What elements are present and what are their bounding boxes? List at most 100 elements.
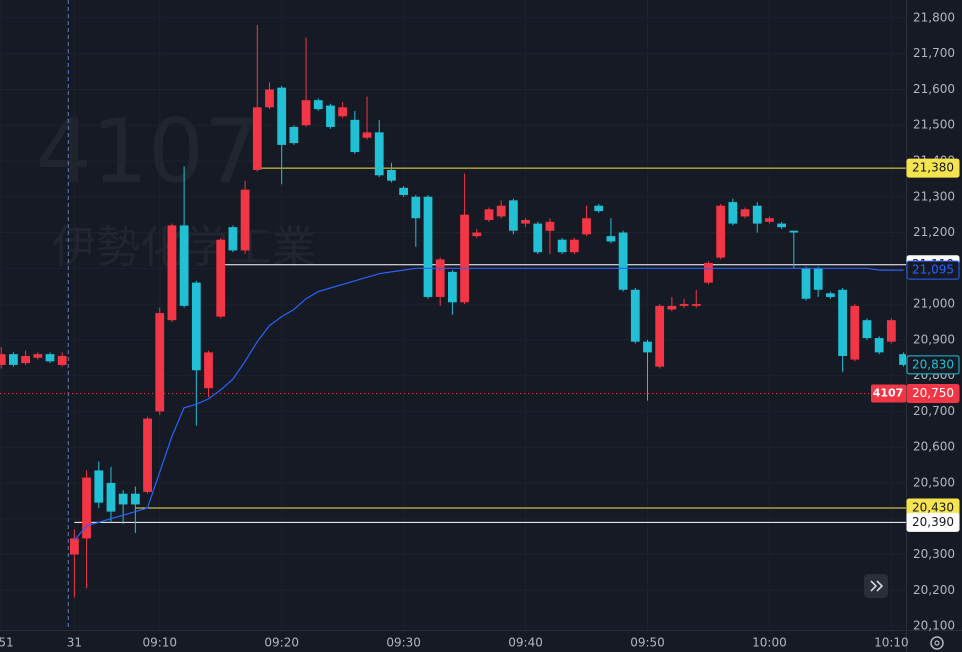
- y-tick-label: 21,800: [913, 10, 955, 24]
- candle-body: [179, 225, 189, 306]
- y-tick-label: 20,600: [913, 440, 955, 454]
- x-tick-label: 51: [0, 636, 14, 650]
- candle-body: [899, 354, 906, 365]
- last-price-label-bg: [906, 384, 960, 404]
- candle-body: [606, 236, 616, 242]
- vwap-line: [73, 267, 904, 541]
- grid: [0, 0, 906, 630]
- y-tick-label: 21,600: [913, 82, 955, 96]
- candle-body: [69, 538, 79, 555]
- candle-body: [362, 132, 372, 138]
- candle-body: [679, 304, 689, 306]
- symbol-tag: 4107: [873, 387, 904, 400]
- y-tick-label: 20,100: [913, 619, 955, 633]
- candle-body: [618, 232, 628, 290]
- candle-body: [45, 354, 55, 362]
- x-tick-label: 09:30: [386, 636, 421, 650]
- candle-body: [326, 105, 335, 128]
- gear-outer[interactable]: [930, 636, 944, 650]
- candle-body: [399, 187, 409, 195]
- settings-button[interactable]: [930, 636, 944, 650]
- candle-body: [655, 305, 665, 367]
- candle-body: [240, 189, 250, 251]
- candle-body: [130, 493, 140, 505]
- candle-body: [533, 223, 543, 253]
- candle-body: [265, 89, 274, 108]
- watermark-symbol: 4107: [36, 100, 260, 203]
- candle-body: [740, 209, 750, 217]
- candle-body: [886, 320, 896, 342]
- candle-body: [874, 338, 884, 353]
- y-tick-label: 21,500: [913, 118, 955, 132]
- x-tick-label: 09:40: [508, 636, 543, 650]
- x-tick-label: 09:50: [630, 636, 665, 650]
- y-tick-label: 21,200: [913, 225, 955, 239]
- candle-body: [521, 220, 530, 224]
- candle-body: [667, 305, 677, 310]
- candle-body: [118, 493, 128, 505]
- candle-body: [813, 268, 823, 290]
- x-tick-label: 10:10: [874, 636, 909, 650]
- candle-body: [313, 100, 323, 110]
- candle-body: [850, 305, 860, 360]
- candle-body: [9, 354, 18, 365]
- candle-body: [716, 205, 726, 258]
- x-tick-label: 31: [67, 636, 82, 650]
- candle-body: [435, 259, 445, 297]
- candle-body: [143, 418, 152, 492]
- level-label-bg: [906, 158, 960, 178]
- y-tick-label: 20,200: [913, 583, 955, 597]
- candle-body: [472, 232, 482, 237]
- candle-body: [789, 230, 799, 233]
- candle-body: [691, 304, 701, 306]
- candle-body: [228, 227, 238, 251]
- y-tick-label: 20,500: [913, 475, 955, 489]
- candle-body: [838, 289, 847, 356]
- candle-body: [252, 107, 262, 170]
- candle-body: [423, 196, 433, 297]
- candle-body: [350, 119, 360, 153]
- candle-body: [411, 196, 421, 219]
- candle-body: [338, 107, 348, 117]
- candle-body: [630, 289, 640, 342]
- candle-body: [862, 320, 872, 339]
- x-tick-label: 10:00: [752, 636, 787, 650]
- candle-body: [569, 239, 579, 253]
- candle-body: [0, 354, 6, 365]
- y-tick-label: 20,700: [913, 404, 955, 418]
- candle-body: [728, 202, 738, 224]
- level-label: 20,390: [912, 515, 954, 529]
- y-tick-label: 21,300: [913, 189, 955, 203]
- y-tick-label: 21,700: [913, 46, 955, 60]
- level-label-bg: [906, 512, 960, 532]
- candle-body: [106, 482, 116, 512]
- symbol-tag-bg: [871, 384, 906, 403]
- candle-body: [289, 127, 299, 144]
- candle-body: [765, 218, 774, 222]
- candle-body: [167, 225, 177, 321]
- vwap-label-bg: [906, 260, 960, 280]
- candle-body: [508, 200, 518, 231]
- y-tick-label: 20,900: [913, 332, 955, 346]
- candle-body: [21, 355, 30, 364]
- scroll-button[interactable]: [864, 574, 888, 598]
- candle-body: [545, 221, 555, 231]
- candle-body: [57, 355, 67, 365]
- candle-body: [277, 87, 287, 145]
- candle-body: [496, 205, 506, 217]
- candle-body: [582, 218, 591, 235]
- plot: [0, 0, 906, 630]
- candle-body: [826, 293, 835, 297]
- candle-body: [704, 262, 713, 283]
- x-tick-label: 09:10: [142, 636, 177, 650]
- candle-body: [752, 205, 762, 224]
- scroll-icon: [870, 580, 884, 592]
- candle-body: [94, 470, 104, 503]
- candle-body: [448, 271, 457, 303]
- last-price-label: 20,750: [912, 386, 954, 400]
- candle-body: [643, 341, 652, 353]
- candle-body: [191, 282, 201, 371]
- vwap-label: 21,095: [912, 263, 954, 277]
